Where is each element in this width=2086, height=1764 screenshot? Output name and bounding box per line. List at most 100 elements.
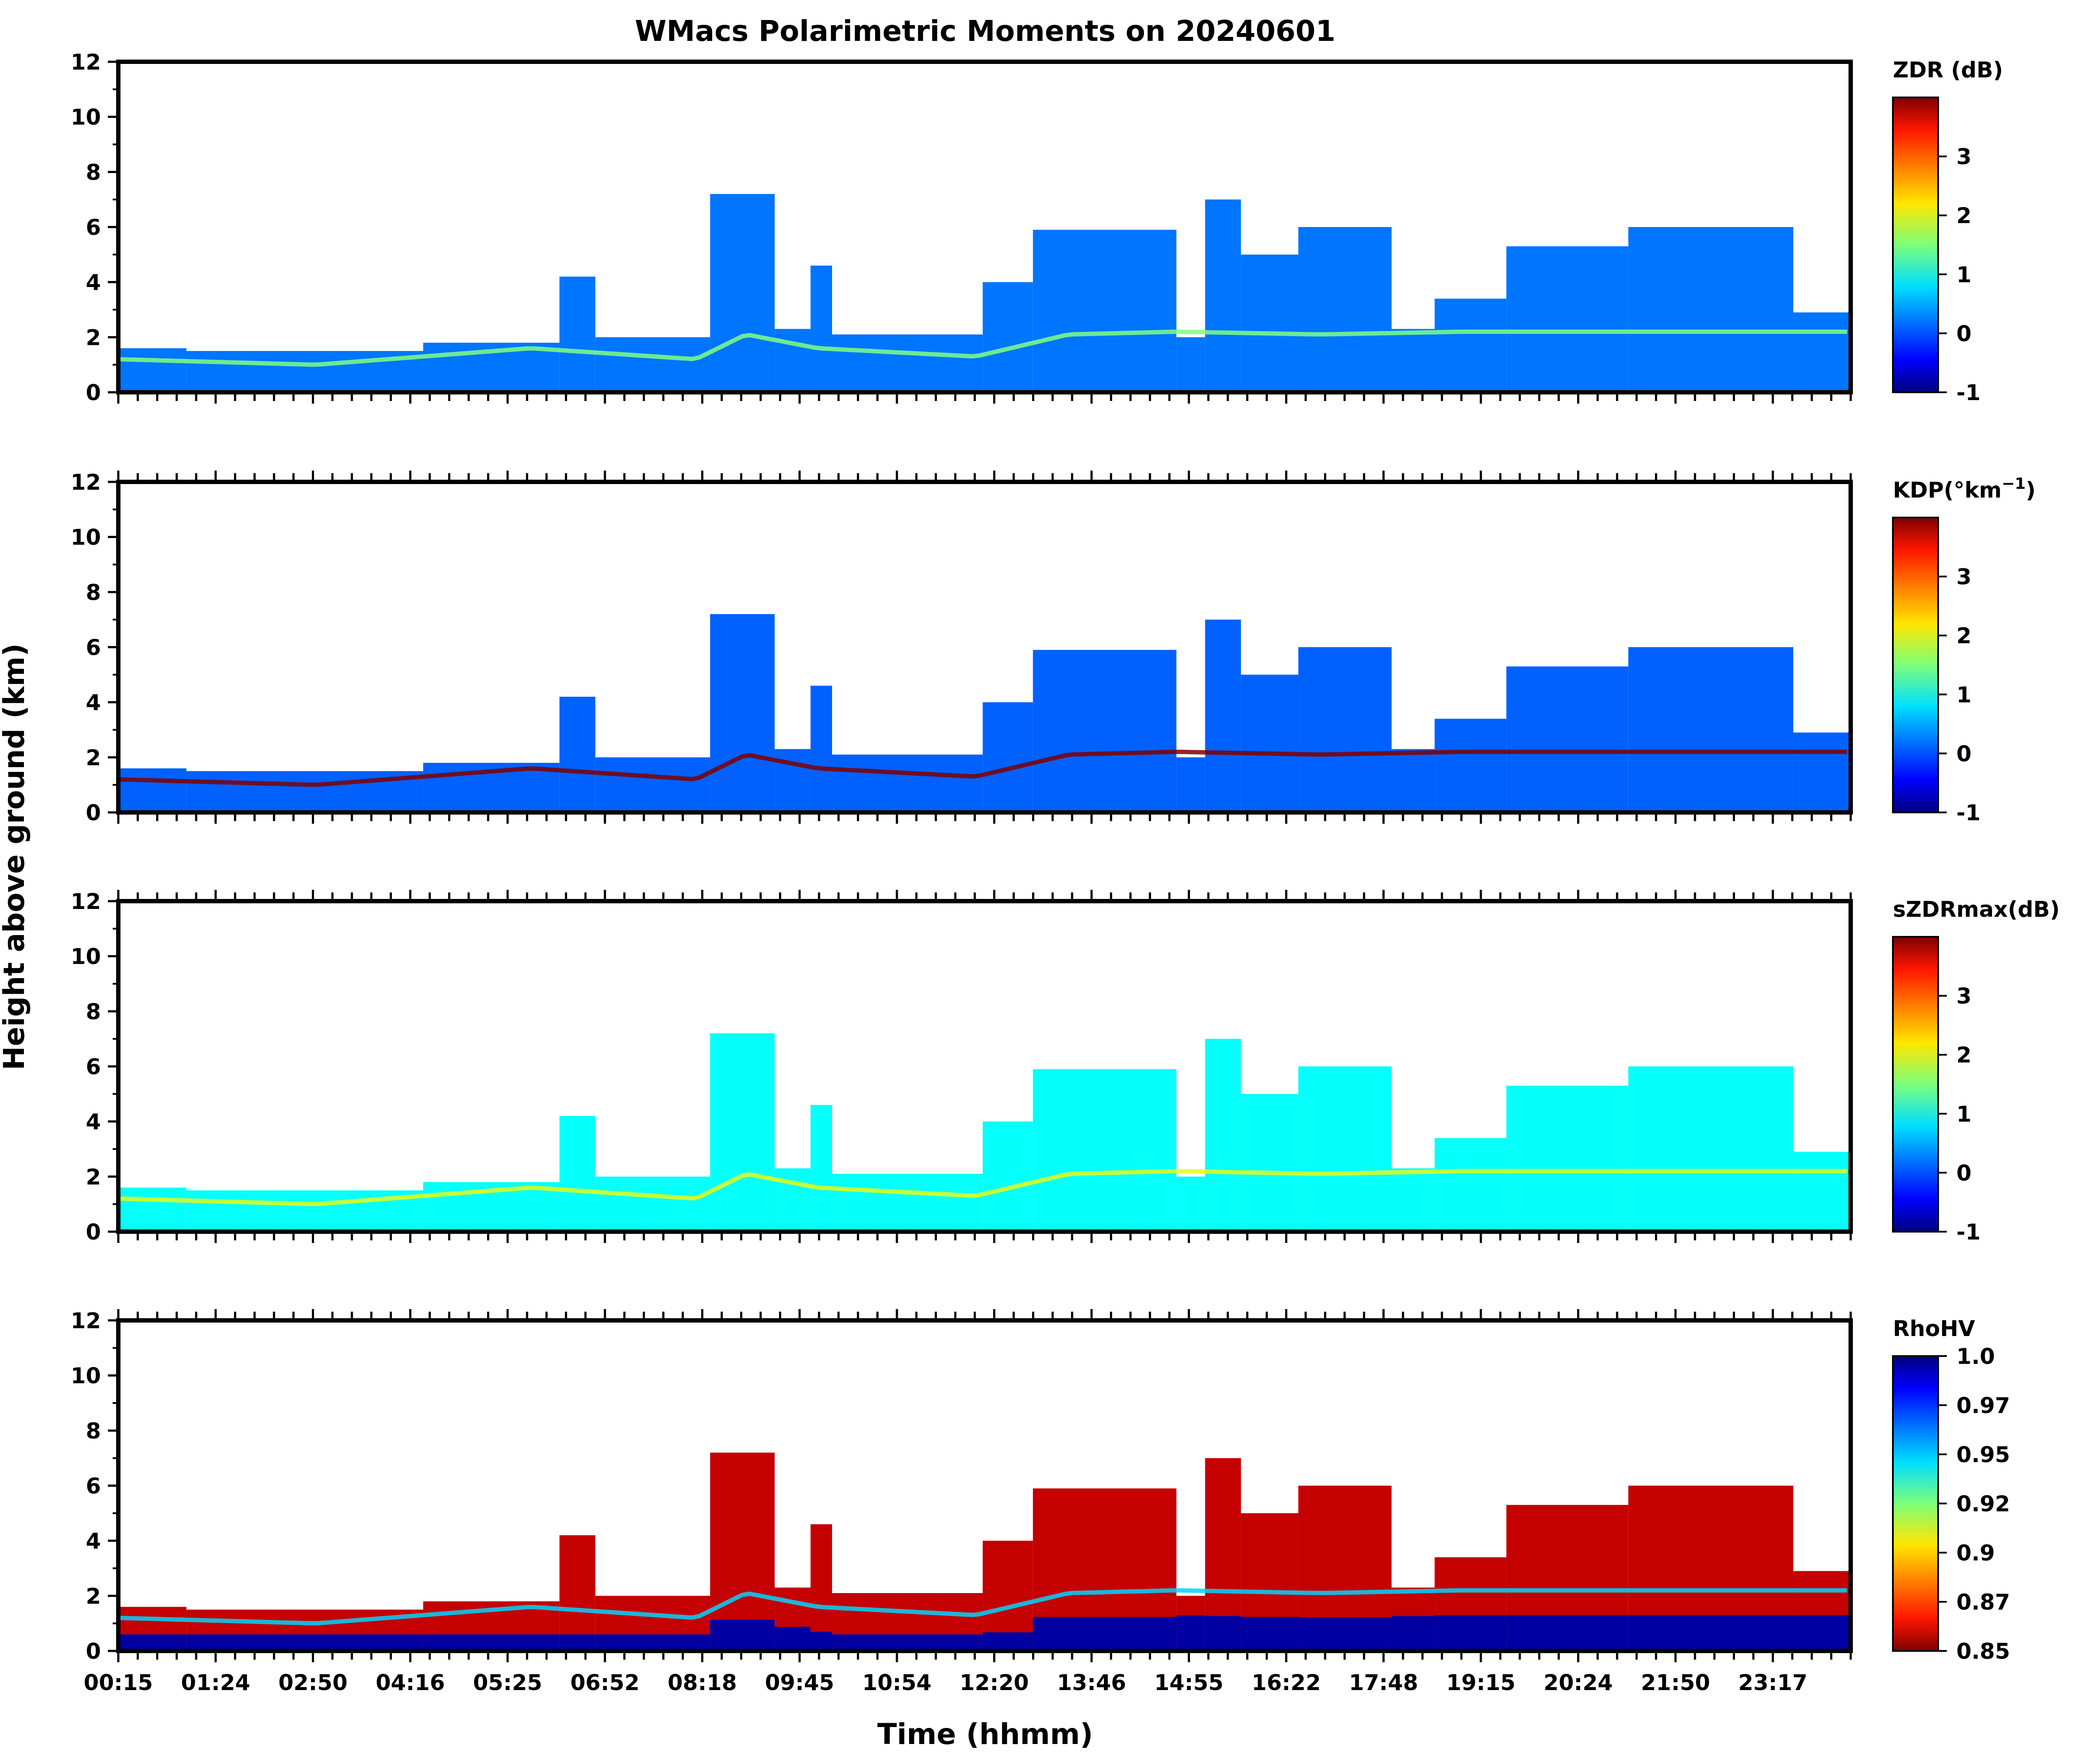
cloud-segment <box>1205 199 1241 392</box>
colorbar-tick-label: 3 <box>1956 984 1972 1009</box>
cloud-segment <box>1205 1039 1241 1232</box>
colorbar-tick-label: 2 <box>1956 203 1972 228</box>
x-tick-label: 01:24 <box>181 1670 250 1695</box>
x-tick-label: 14:55 <box>1154 1670 1224 1695</box>
x-tick-label: 23:17 <box>1738 1670 1807 1695</box>
cloud-segment <box>1628 647 1794 812</box>
colorbar-tick-label: 3 <box>1956 144 1972 170</box>
cloud-segment <box>1628 227 1794 392</box>
y-tick-label: 12 <box>70 50 101 75</box>
x-tick-label: 21:50 <box>1641 1670 1710 1695</box>
cloud-segment <box>1176 1176 1205 1232</box>
cloud-segment <box>1241 254 1299 392</box>
cloud-segment <box>595 757 710 812</box>
cloud-segment <box>1391 749 1435 812</box>
x-tick-label: 19:15 <box>1446 1670 1515 1695</box>
y-tick-label: 10 <box>70 525 101 550</box>
cloud-segment <box>1506 1086 1628 1232</box>
rain-layer <box>1391 1616 1435 1651</box>
colorbar-label: RhoHV <box>1893 1316 1975 1341</box>
y-tick-label: 4 <box>86 1529 101 1554</box>
cloud-segment <box>559 277 595 392</box>
cloud-segment <box>832 334 983 392</box>
y-tick-label: 4 <box>86 270 101 295</box>
cloud-segment <box>559 1535 595 1651</box>
cloud-segment <box>775 749 811 812</box>
colorbar-tick-label: 0 <box>1956 1160 1972 1186</box>
cloud-segment <box>595 1176 710 1232</box>
cloud-segment <box>1298 647 1392 812</box>
cloud-segment <box>1628 1066 1794 1232</box>
y-tick-label: 4 <box>86 690 101 715</box>
rain-layer <box>1298 1617 1392 1651</box>
cloud-segment <box>1241 1094 1299 1232</box>
cloud-segment <box>1241 675 1299 812</box>
colorbar-tick-label: 1 <box>1956 262 1972 287</box>
colorbar-tick-label: 2 <box>1956 623 1972 648</box>
cloud-segment <box>1205 619 1241 812</box>
colorbar-label: KDP(°km−1) <box>1893 475 2036 503</box>
cloud-segment <box>1506 246 1628 392</box>
cloud-segment <box>118 348 187 392</box>
rain-layer <box>595 1634 710 1651</box>
rain-layer <box>775 1627 811 1651</box>
rain-layer <box>423 1634 560 1651</box>
x-axis-label: Time (hhmm) <box>877 1717 1093 1751</box>
cloud-segment <box>1391 1168 1435 1232</box>
cloud-segment <box>1033 1069 1177 1232</box>
cloud-segment <box>559 697 595 812</box>
rain-layer <box>1176 1615 1205 1651</box>
colorbar-tick-label: 0.92 <box>1956 1491 2010 1517</box>
y-tick-label: 0 <box>86 380 101 405</box>
cloud-segment <box>983 702 1033 812</box>
x-tick-label: 17:48 <box>1349 1670 1418 1695</box>
panel-4: 0 2 4 6 8 10 12 00:15 01:24 02:50 04:16 05:25 06:52 0… <box>70 1308 2010 1695</box>
x-tick-label: 04:16 <box>376 1670 445 1695</box>
colorbar-tick-label: 0 <box>1956 741 1972 766</box>
x-tick-label: 20:24 <box>1544 1670 1613 1695</box>
y-tick-label: 0 <box>86 1639 101 1664</box>
x-tick-label: 16:22 <box>1252 1670 1321 1695</box>
cloud-segment <box>559 1116 595 1232</box>
y-tick-label: 2 <box>86 1584 101 1609</box>
cloud-segment <box>775 329 811 392</box>
cloud-segment <box>118 1187 187 1232</box>
colorbar-tick-label: -1 <box>1956 800 1981 825</box>
cloud-segment <box>832 1174 983 1232</box>
colorbar-tick-label: 1 <box>1956 1102 1972 1127</box>
y-tick-label: 4 <box>86 1109 101 1135</box>
cloud-segment <box>1298 1066 1392 1232</box>
cloud-segment <box>810 685 832 812</box>
cloud-segment <box>1033 230 1177 392</box>
cloud-segment <box>1793 312 1851 392</box>
colorbar-tick-label: 2 <box>1956 1042 1972 1068</box>
colorbar-tick-label: 0.9 <box>1956 1540 1995 1566</box>
colorbar-tick-label: 0 <box>1956 321 1972 346</box>
y-tick-label: 2 <box>86 325 101 350</box>
y-tick-label: 8 <box>86 999 101 1024</box>
x-tick-label: 13:46 <box>1057 1670 1126 1695</box>
melting-layer-band <box>118 1588 1847 1626</box>
rain-layer <box>1205 1616 1241 1651</box>
colorbar-tick-label: -1 <box>1956 1219 1981 1245</box>
rain-layer <box>1033 1617 1177 1651</box>
y-tick-label: 6 <box>86 1473 101 1499</box>
cloud-segment <box>1793 732 1851 812</box>
x-tick-label: 09:45 <box>765 1670 834 1695</box>
rain-layer <box>810 1632 832 1651</box>
cloud-segment <box>1434 298 1507 392</box>
colorbar-label: sZDRmax(dB) <box>1893 897 2060 922</box>
rain-layer <box>832 1634 983 1651</box>
x-tick-label: 00:15 <box>84 1670 153 1695</box>
cloud-segment <box>1176 337 1205 392</box>
y-tick-label: 8 <box>86 1418 101 1443</box>
rain-layer <box>983 1632 1033 1651</box>
colorbar-tick-label: 0.87 <box>1956 1590 2010 1615</box>
x-tick-label: 05:25 <box>473 1670 542 1695</box>
y-tick-label: 10 <box>70 944 101 969</box>
melting-layer-band <box>118 749 1847 787</box>
cloud-segment <box>710 1453 775 1651</box>
